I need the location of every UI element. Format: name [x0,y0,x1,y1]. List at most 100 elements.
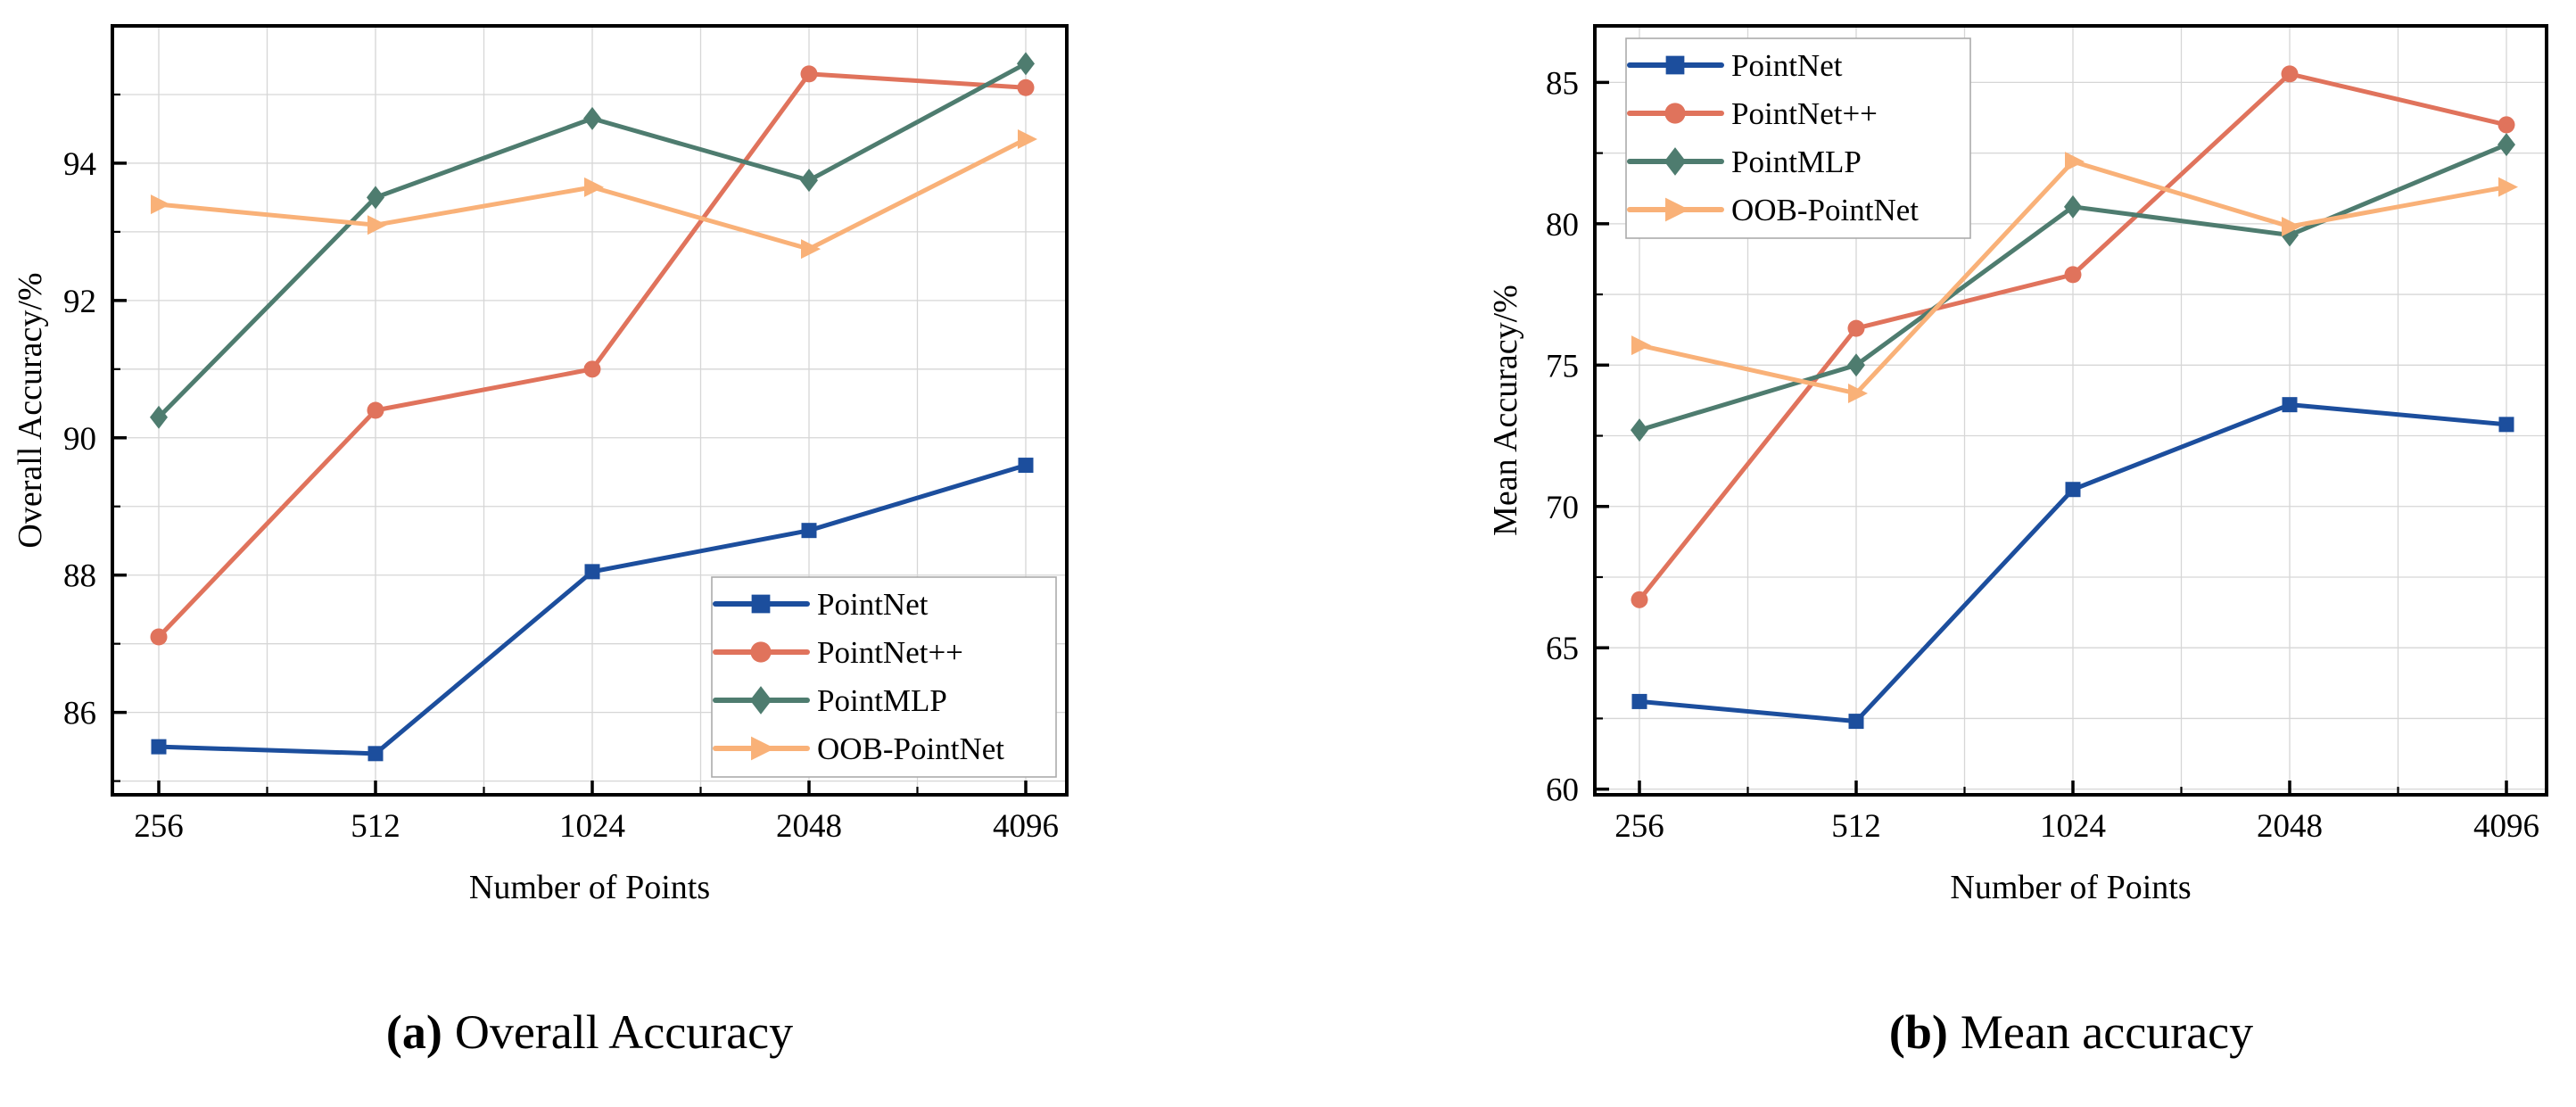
y-tick-label: 94 [63,146,96,183]
x-tick-label: 512 [351,808,400,845]
y-tick-label: 60 [1546,772,1579,809]
x-axis-title: Number of Points [1950,869,2191,906]
data-point-marker [584,177,604,197]
y-tick-label: 90 [63,421,96,458]
legend-marker [1665,55,1685,75]
legend-marker [1665,197,1689,222]
legend-label: OOB-PointNet [1731,193,1919,227]
data-point-marker [151,194,170,215]
legend-marker [751,594,771,614]
x-tick-label: 1024 [2040,808,2106,845]
x-tick-label: 256 [134,808,184,845]
legend-label: PointNet [1731,48,1843,83]
y-tick-label: 70 [1546,490,1579,526]
legend-item-pointnetpp: PointNet++ [1627,96,1878,131]
caption-a-text: Overall Accuracy [454,1005,794,1059]
x-tick-label: 256 [1614,808,1664,845]
y-tick-label: 65 [1546,631,1579,667]
data-point-marker [150,405,168,429]
series-pointnetpp [150,65,1035,646]
y-axis-title: Overall Accuracy/% [12,272,49,548]
data-point-marker [801,523,817,539]
chart-mean-accuracy: 60 65 70 75 80 85 256 512 1024 2048 4096 Number of … [1293,0,2576,1107]
series-pointnet [151,458,1034,762]
legend-item-oob-pointnet: OOB-PointNet [1627,193,1919,227]
data-point-marker [367,186,384,210]
legend-item-pointnet: PointNet [1627,48,1843,83]
data-point-marker [2065,152,2085,172]
legend-marker [1664,147,1687,176]
data-point-marker [1017,78,1035,96]
data-point-marker [801,239,821,260]
data-point-marker [150,628,168,646]
legend-label: PointMLP [1731,145,1862,179]
axis-ticks [1595,80,2508,795]
data-point-marker [367,746,384,762]
series-pointnet [1631,397,2514,730]
data-point-marker [1018,128,1037,149]
x-tick-label: 1024 [559,808,625,845]
x-tick-label: 2048 [2257,808,2323,845]
axis-labels: 60 65 70 75 80 85 256 512 1024 2048 4096 Number of … [1487,65,2539,906]
series-pointnetpp [1631,65,2515,608]
data-point-marker [1018,458,1034,474]
data-point-marker [367,401,384,419]
data-point-marker [584,564,600,580]
legend: PointNet PointNet++ PointMLP OOB-PointNet [711,576,1057,778]
series-oob-pointnet [1631,152,2518,403]
data-point-marker [1631,335,1651,356]
legend-item-pointnet: PointNet [713,587,929,622]
plot-frame [111,24,1069,797]
grid [1595,26,2547,795]
x-tick-label: 4096 [2473,808,2539,845]
data-point-marker [2064,266,2082,284]
caption-a: (a) Overall Accuracy [386,1004,793,1060]
x-tick-label: 2048 [776,808,842,845]
x-tick-label: 4096 [993,808,1059,845]
data-point-marker [800,169,818,193]
caption-b-text: Mean accuracy [1960,1005,2254,1059]
legend-marker [749,686,772,715]
data-point-marker [1848,714,1864,730]
y-axis-title: Mean Accuracy/% [1487,285,1524,536]
y-tick-label: 80 [1546,207,1579,244]
chart-b-svg: 60 65 70 75 80 85 256 512 1024 2048 4096 Number of … [1487,24,2548,906]
legend-label: PointMLP [817,683,947,718]
caption-a-tag: (a) [385,1005,442,1059]
data-point-marker [2281,65,2299,83]
y-tick-label: 85 [1546,65,1579,102]
data-point-marker [1631,693,1647,709]
legend-item-pointmlp: PointMLP [713,683,947,718]
data-point-marker [1847,353,1865,377]
data-point-marker [1017,52,1035,76]
data-point-marker [800,65,818,83]
data-point-marker [1631,591,1648,608]
legend-label: PointNet++ [1731,96,1878,131]
legend-label: PointNet++ [817,635,963,670]
legend: PointNet PointNet++ PointMLP OOB-PointNet [1625,37,1971,239]
axis-ticks [112,24,1028,795]
data-point-marker [2498,177,2518,197]
data-point-marker [151,739,167,755]
x-tick-label: 512 [1831,808,1881,845]
chart-overall-accuracy: 86 88 90 92 94 256 512 1024 2048 4096 Number of Po… [12,24,1069,906]
data-point-marker [2064,194,2082,219]
data-point-marker [2282,397,2298,413]
series-oob-pointnet [151,128,1037,260]
data-point-marker [1847,319,1865,337]
chart-a-svg: 86 88 90 92 94 256 512 1024 2048 4096 Number of Po… [12,24,1069,906]
data-point-marker [2498,417,2514,433]
axis-labels: 86 88 90 92 94 256 512 1024 2048 4096 Number of Po… [12,146,1059,906]
y-tick-label: 88 [63,558,96,595]
data-point-marker [583,106,601,130]
data-point-marker [2282,217,2301,237]
legend-label: PointNet [817,587,929,622]
caption-b-tag: (b) [1888,1005,1948,1059]
data-point-marker [583,360,601,378]
y-tick-label: 86 [63,696,96,732]
legend-label: OOB-PointNet [817,731,1004,766]
legend-marker [1664,103,1686,124]
legend-marker [750,641,772,663]
y-tick-label: 75 [1546,348,1579,384]
